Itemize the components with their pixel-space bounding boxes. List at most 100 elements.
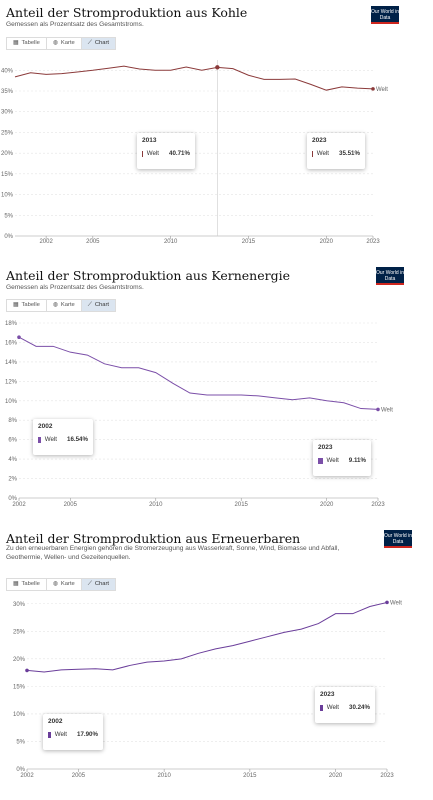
table-icon: ▦ (13, 302, 19, 308)
owid-logo[interactable]: Our World in Data (384, 530, 412, 548)
y-tick-label: 5% (4, 213, 13, 219)
legend-swatch (38, 436, 41, 443)
x-tick-label: 2015 (235, 502, 249, 508)
series-end-label: Welt (376, 87, 388, 93)
tooltip-value: 35.51% (339, 150, 360, 157)
line-chart-icon: ⟋ (87, 302, 92, 308)
legend-swatch (48, 731, 51, 738)
globe-icon: ◍ (52, 40, 58, 46)
y-tick-label: 10% (13, 712, 26, 718)
y-tick-label: 0% (4, 234, 13, 240)
tooltip-year: 2023 (320, 691, 335, 698)
x-tick-label: 2005 (64, 502, 78, 508)
y-tick-label: 10% (5, 399, 18, 405)
y-tick-label: 18% (5, 321, 18, 327)
chart-subtitle: Gemessen als Prozentsatz des Gesamtstrom… (6, 284, 144, 291)
y-tick-label: 10% (1, 193, 14, 199)
x-tick-label: 2015 (242, 239, 256, 245)
chart-title: Anteil der Stromproduktion aus Kernenerg… (6, 268, 290, 283)
tab-table[interactable]: ▦ Tabelle (6, 578, 47, 591)
owid-logo[interactable]: Our World in Data (371, 6, 399, 24)
tab-table[interactable]: ▦ Tabelle (6, 299, 47, 312)
series-line (18, 336, 379, 410)
legend-swatch (318, 457, 323, 464)
tab-map[interactable]: ◍ Karte (46, 37, 82, 50)
nuclear-chart-panel: Anteil der Stromproduktion aus Kernenerg… (0, 262, 433, 517)
x-tick-label: 2023 (380, 773, 394, 779)
y-tick-label: 5% (16, 739, 25, 745)
tooltip-left: 2002 Welt 16.54% (33, 419, 93, 455)
coal-line-chart[interactable]: 0% 5% 10% 15% 20% 25% 30% 35% 40% 2002 2005 2010 201… (0, 0, 433, 262)
tab-chart[interactable]: ⟋ Chart (81, 578, 117, 591)
tab-chart[interactable]: ⟋ Chart (81, 37, 117, 50)
y-tick-label: 12% (5, 379, 18, 385)
y-tick-label: 8% (8, 418, 17, 424)
series-end-label: Welt (381, 407, 393, 413)
tooltip-year: 2023 (312, 137, 327, 144)
y-tick-label: 40% (1, 68, 14, 74)
renewables-line-chart[interactable]: 0% 5% 10% 15% 20% 25% 30% 2002 2005 2010 2015 2020 2… (0, 517, 433, 800)
data-point (25, 668, 29, 673)
tooltip-left: 2002 Welt 17.90% (43, 714, 103, 750)
tab-table[interactable]: ▦ Tabelle (6, 37, 47, 50)
tooltip-value: 40.71% (169, 150, 190, 157)
tooltip-value: 9.11% (348, 457, 366, 464)
x-tick-label: 2020 (320, 502, 334, 508)
coal-chart-panel: Anteil der Stromproduktion aus Kohle Gem… (0, 0, 433, 262)
y-tick-label: 25% (13, 629, 26, 635)
view-tabs: ▦ Tabelle ◍ Karte ⟋ Chart (6, 578, 117, 591)
tab-map[interactable]: ◍ Karte (46, 578, 82, 591)
y-tick-label: 15% (13, 684, 26, 690)
x-tick-label: 2010 (149, 502, 163, 508)
y-tick-label: 0% (8, 496, 17, 502)
legend-swatch (312, 150, 313, 157)
chart-title: Anteil der Stromproduktion aus Erneuerba… (6, 531, 301, 546)
owid-logo[interactable]: Our World in Data (376, 267, 404, 285)
chart-title: Anteil der Stromproduktion aus Kohle (6, 5, 248, 20)
y-tick-label: 16% (5, 340, 18, 346)
chart-subtitle: Zu den erneuerbaren Energien gehören die… (6, 545, 340, 561)
tooltip-right: 2023 Welt 35.51% (307, 133, 365, 169)
y-tick-label: 0% (16, 767, 25, 773)
legend-swatch (142, 150, 143, 157)
y-tick-label: 6% (8, 438, 17, 444)
x-tick-label: 2002 (20, 773, 34, 779)
tab-map[interactable]: ◍ Karte (46, 299, 82, 312)
y-tick-label: 2% (8, 477, 17, 483)
tooltip-left: 2013 Welt 40.71% (137, 133, 195, 169)
chart-subtitle: Gemessen als Prozentsatz des Gesamtstrom… (6, 21, 144, 28)
y-tick-label: 4% (8, 457, 17, 463)
y-tick-label: 14% (5, 360, 18, 366)
line-chart-icon: ⟋ (87, 581, 92, 587)
data-point (371, 87, 375, 91)
tooltip-right: 2023 Welt 9.11% (313, 440, 371, 476)
series-line (14, 65, 374, 91)
x-tick-label: 2005 (86, 239, 100, 245)
tooltip-year: 2002 (38, 423, 53, 430)
series-end-label: Welt (390, 600, 402, 606)
y-tick-label: 30% (1, 110, 14, 116)
tab-chart[interactable]: ⟋ Chart (81, 299, 117, 312)
x-tick-label: 2023 (366, 239, 380, 245)
tooltip-year: 2013 (142, 137, 157, 144)
y-tick-label: 20% (13, 657, 26, 663)
y-tick-label: 20% (1, 151, 14, 157)
tooltip-value: 16.54% (67, 436, 88, 443)
data-point (385, 600, 389, 605)
series-line (26, 601, 388, 673)
data-point (17, 335, 21, 339)
x-tick-label: 2002 (12, 502, 26, 508)
x-tick-label: 2015 (243, 773, 257, 779)
legend-swatch (320, 704, 323, 711)
y-tick-label: 25% (1, 130, 14, 136)
view-tabs: ▦ Tabelle ◍ Karte ⟋ Chart (6, 299, 117, 312)
tooltip-year: 2023 (318, 444, 333, 451)
tooltip-value: 30.24% (349, 704, 370, 711)
nuclear-line-chart[interactable]: 0% 2% 4% 6% 8% 10% 12% 14% 16% 18% 2002 2005 2010 201… (0, 262, 433, 517)
line-chart-icon: ⟋ (87, 40, 92, 46)
table-icon: ▦ (13, 581, 19, 587)
x-tick-label: 2002 (39, 239, 53, 245)
tooltip-right: 2023 Welt 30.24% (315, 687, 375, 723)
y-tick-label: 35% (1, 89, 14, 95)
x-tick-label: 2005 (72, 773, 86, 779)
